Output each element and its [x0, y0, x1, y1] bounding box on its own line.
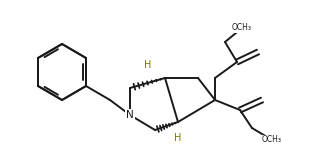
Text: H: H [144, 60, 152, 70]
Text: OCH₃: OCH₃ [262, 135, 282, 144]
Text: H: H [174, 133, 182, 143]
Text: OCH₃: OCH₃ [232, 24, 252, 33]
Text: N: N [126, 110, 134, 120]
